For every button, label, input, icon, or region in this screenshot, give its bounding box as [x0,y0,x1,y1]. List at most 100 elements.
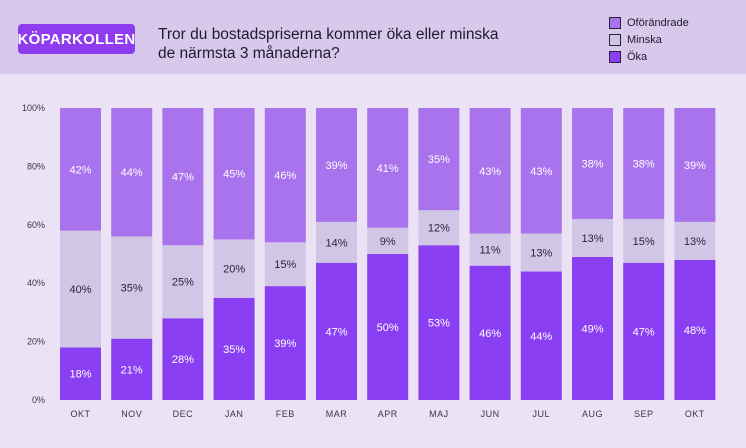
data-label: 43% [479,166,501,178]
data-label: 39% [684,160,706,172]
y-tick-label: 80% [27,161,45,171]
bar-segment-minska [111,236,153,339]
x-tick-label: MAR [326,409,348,419]
bar-segment-minska [623,218,665,263]
x-tick-label: DEC [173,409,194,419]
x-tick-label: MAJ [429,409,449,419]
bar-segment-ofrndrade [572,108,613,219]
legend-swatch-oforandrade [609,16,621,29]
legend-label-minska: Minska [627,33,662,46]
legend-swatch-oka [609,50,621,63]
data-label: 35% [121,283,143,295]
data-label: 14% [325,237,347,249]
y-tick-label: 40% [27,278,45,288]
data-label: 38% [633,158,655,170]
data-label: 13% [684,236,706,248]
data-label: 11% [479,245,500,257]
data-label: 42% [69,164,91,176]
data-label: 28% [172,354,194,366]
x-tick-label: JUN [481,409,500,419]
bar-segment-minska [572,218,613,257]
bar-segment-ofrndrade [367,108,409,228]
bar-segment-ofrndrade [60,108,101,231]
data-label: 18% [69,369,91,381]
bar-segment-minska [213,239,255,298]
bar-segment-ofrndrade [469,108,511,234]
legend-label-oka: Öka [627,50,648,63]
bar-segment-minska [367,227,409,254]
bar-segment-minska [162,245,204,319]
data-label: 13% [581,233,603,245]
bar-segment-ka [162,318,204,400]
bar-segment-ka [111,338,153,400]
bar-segment-ka [623,262,665,400]
bar-segment-ka [520,271,562,400]
bar-segment-ka [418,245,460,400]
data-label: 50% [377,322,399,334]
data-label: 15% [274,259,296,271]
data-label: 38% [581,158,603,170]
bar-segment-ka [60,347,101,400]
data-label: 53% [428,318,450,330]
bar-segment-ka [674,259,716,400]
data-label: 20% [223,264,245,276]
data-label: 47% [325,326,347,338]
data-label: 35% [428,154,450,166]
data-label: 49% [581,323,603,335]
bar-segment-ka [572,256,613,400]
data-label: 47% [172,172,194,184]
y-tick-label: 60% [27,220,45,230]
bar-segment-ofrndrade [316,108,357,222]
brand-logo: KÖPARKOLLEN [17,24,135,54]
bar-segment-ofrndrade [162,108,204,246]
data-label: 46% [274,170,296,182]
x-tick-label: JUL [533,409,551,419]
y-tick-label: 100% [22,103,45,113]
title-line-1: Tror du bostadspriserna kommer öka eller… [158,26,499,43]
chart-legend: Oförändrade Minska Öka [609,14,689,65]
y-tick-label: 0% [32,395,45,405]
legend-label-oforandrade: Oförändrade [627,16,689,29]
bar-segment-ka [264,286,306,400]
bar-segment-minska [60,230,101,348]
x-tick-label: OKT [70,409,90,419]
legend-item-oforandrade: Oförändrade [609,14,689,31]
bar-segment-ka [316,262,357,400]
x-tick-label: SEP [634,409,654,419]
data-label: 25% [172,277,194,289]
bar-segment-ofrndrade [213,108,255,240]
title-line-2: de närmsta 3 månaderna? [158,45,340,62]
x-tick-label: APR [378,409,398,419]
data-label: 43% [530,166,552,178]
data-label: 48% [684,325,706,337]
bar-segment-ka [367,254,409,400]
bar-segment-minska [520,233,562,272]
page-title: Tror du bostadspriserna kommer öka eller… [158,25,578,63]
bar-segment-ka [213,297,255,400]
legend-item-oka: Öka [609,48,689,65]
bar-segment-ofrndrade [111,108,153,237]
bar-segment-minska [418,210,460,246]
bar-segment-ofrndrade [418,108,460,211]
legend-item-minska: Minska [609,31,689,48]
bar-segment-minska [469,233,511,266]
bar-segment-ofrndrade [264,108,306,243]
bar-segment-ofrndrade [520,108,562,234]
data-label: 13% [530,248,552,260]
data-label: 44% [530,331,552,343]
x-tick-label: OKT [685,409,705,419]
bar-segment-ka [469,265,511,400]
data-label: 39% [325,160,347,172]
data-label: 9% [380,236,396,248]
x-tick-label: NOV [121,409,142,419]
data-label: 41% [377,163,399,175]
x-tick-label: FEB [276,409,295,419]
data-label: 45% [223,169,245,181]
data-label: 15% [633,236,655,248]
bar-segment-ofrndrade [674,108,716,222]
data-label: 47% [633,326,655,338]
bar-segment-minska [264,242,306,287]
x-tick-label: AUG [582,409,603,419]
bar-segment-minska [316,221,357,263]
data-label: 12% [428,223,450,235]
